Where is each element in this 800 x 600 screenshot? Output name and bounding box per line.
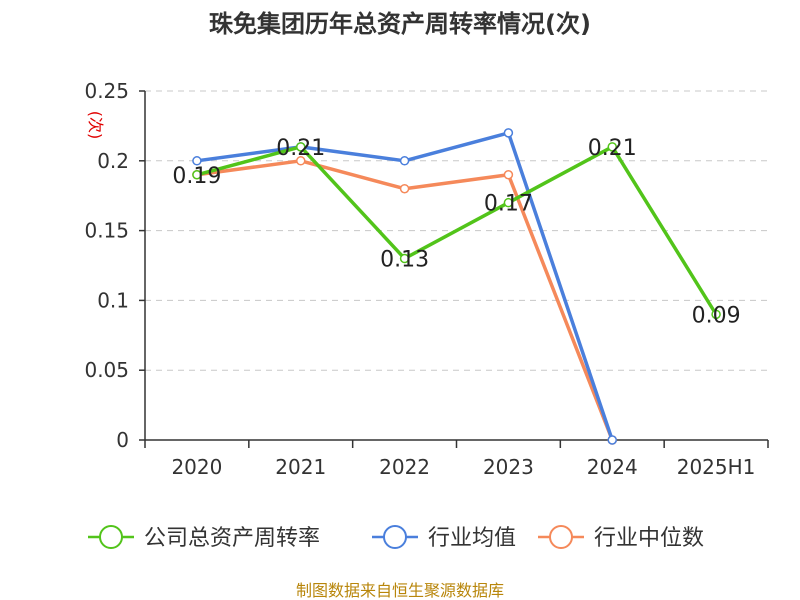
data-label: 0.21: [588, 136, 637, 161]
legend: 公司总资产周转率 行业均值 行业中位数: [88, 525, 704, 551]
legend-marker: [99, 525, 123, 549]
data-label: 0.21: [276, 136, 325, 161]
data-point: [503, 128, 514, 138]
axes: 0 0.05 0.1 0.15 0.2 0.25 2020 2021 2022 2023 2024 2…: [84, 79, 769, 479]
data-point: [399, 156, 410, 166]
series-layer: [192, 128, 721, 445]
legend-item-0: 公司总资产周转率: [88, 525, 320, 551]
data-point: [399, 253, 410, 264]
data-label: 0.09: [692, 303, 741, 328]
data-label: 0.19: [172, 164, 221, 189]
y-tick-label: 0.25: [84, 79, 129, 103]
y-tick-label: 0.1: [97, 288, 129, 312]
source-note: 制图数据来自恒生聚源数据库: [296, 581, 504, 600]
x-tick-label: 2022: [379, 455, 430, 479]
x-tick-label: 2021: [275, 455, 326, 479]
y-tick-label: 0.15: [84, 219, 129, 243]
x-tick-label: 2024: [587, 455, 638, 479]
data-point: [607, 142, 617, 152]
x-tick-label: 2025H1: [677, 455, 756, 479]
y-tick-label: 0.05: [84, 358, 129, 382]
legend-item-1: 行业均值: [372, 525, 516, 551]
legend-label: 公司总资产周转率: [144, 526, 320, 551]
chart-title: 珠免集团历年总资产周转率情况(次): [209, 10, 591, 38]
y-tick-label: 0: [116, 428, 129, 452]
data-point: [503, 197, 514, 208]
legend-marker: [549, 525, 573, 549]
data-point: [503, 170, 514, 180]
data-point: [192, 156, 202, 166]
legend-label: 行业均值: [428, 526, 516, 551]
data-label: 0.17: [484, 192, 533, 217]
y-tick-label: 0.2: [97, 149, 129, 173]
data-labels: 0.19 0.21 0.13 0.17 0.21 0.09: [172, 136, 740, 329]
x-tick-label: 2020: [171, 455, 222, 479]
data-point: [711, 309, 721, 320]
legend-marker: [383, 525, 407, 549]
data-point: [399, 183, 410, 194]
y-axis-label: (次): [86, 111, 105, 140]
x-tick-label: 2023: [483, 455, 534, 479]
data-point: [192, 170, 202, 180]
legend-item-2: 行业中位数: [538, 525, 704, 551]
data-label: 0.13: [380, 248, 429, 273]
series-line: [196, 145, 718, 316]
series-0: [192, 142, 721, 320]
data-point: [296, 156, 306, 166]
legend-label: 行业中位数: [594, 526, 704, 551]
data-point: [296, 142, 306, 152]
data-point: [607, 435, 617, 445]
